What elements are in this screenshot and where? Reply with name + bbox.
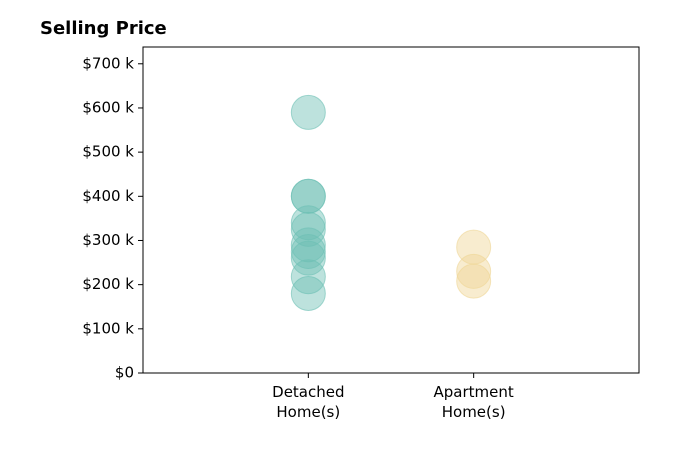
point [290,240,326,276]
y-tick-label: $600 k [82,98,134,116]
x-tick-label: Apartment Home(s) [433,383,514,421]
y-tick-label: $500 k [82,143,134,161]
x-tick-label: Detached Home(s) [272,383,345,421]
point [456,263,492,299]
point [290,94,326,130]
point [290,211,326,247]
plot-frame [142,46,640,374]
y-tick-label: $200 k [82,275,134,293]
y-tick-label: $700 k [82,54,134,72]
y-tick-label: $100 k [82,319,134,337]
y-tick-label: $300 k [82,231,134,249]
chart-title: Selling Price [40,18,167,39]
y-tick-label: $400 k [82,187,134,205]
point [456,253,492,289]
y-tick-label: $0 [115,364,134,382]
point [290,178,326,214]
point [290,275,326,311]
